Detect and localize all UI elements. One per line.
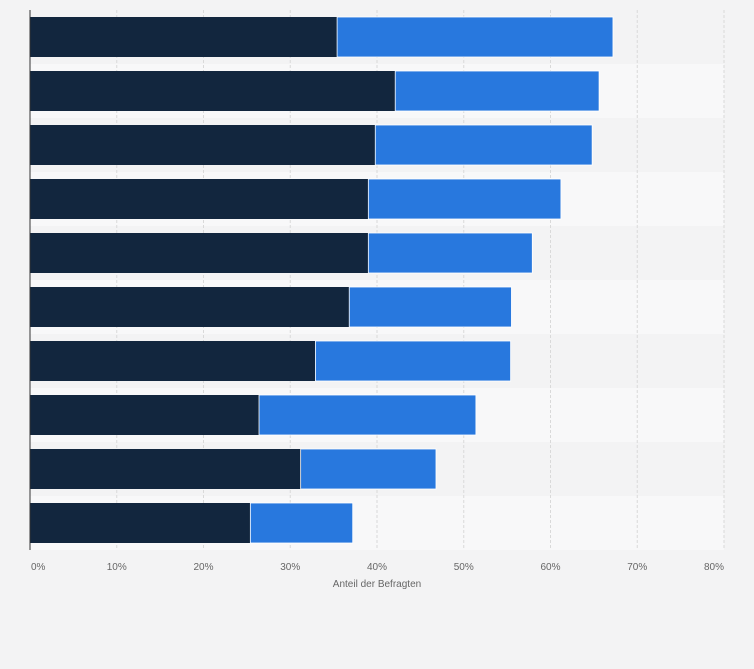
x-tick-label: 0% (31, 562, 46, 573)
bar-segment-series-2 (367, 178, 562, 220)
x-axis-ticks: 0% 10% 20% 30% 40% 50% 60% 70% 80% (31, 562, 724, 573)
bar-segment-series-1 (30, 341, 316, 381)
bar-segment-series-2 (249, 502, 354, 544)
bars (30, 16, 614, 544)
bar-segment-series-2 (300, 448, 437, 490)
x-tick-label: 70% (627, 562, 647, 573)
bar-segment-series-1 (30, 395, 260, 435)
x-tick-label: 10% (107, 562, 127, 573)
bar-segment-series-2 (315, 340, 511, 382)
bar-segment-series-1 (30, 233, 369, 273)
x-axis-title: Anteil der Befragten (333, 579, 421, 590)
bar-segment-series-2 (336, 16, 614, 58)
x-tick-label: 80% (704, 562, 724, 573)
x-tick-label: 20% (193, 562, 213, 573)
bar-segment-series-2 (394, 70, 600, 112)
bar-segment-series-1 (30, 287, 350, 327)
x-tick-label: 40% (367, 562, 387, 573)
bar-segment-series-1 (30, 125, 376, 165)
bar-segment-series-2 (348, 286, 512, 328)
bar-segment-series-1 (30, 503, 251, 543)
x-tick-label: 60% (540, 562, 560, 573)
bar-segment-series-2 (367, 232, 533, 274)
x-tick-label: 30% (280, 562, 300, 573)
bar-segment-series-1 (30, 179, 369, 219)
bar-segment-series-2 (258, 394, 477, 436)
x-tick-label: 50% (454, 562, 474, 573)
bar-segment-series-2 (374, 124, 593, 166)
bar-segment-series-1 (30, 17, 338, 57)
bar-segment-series-1 (30, 71, 396, 111)
bar-segment-series-1 (30, 449, 301, 489)
